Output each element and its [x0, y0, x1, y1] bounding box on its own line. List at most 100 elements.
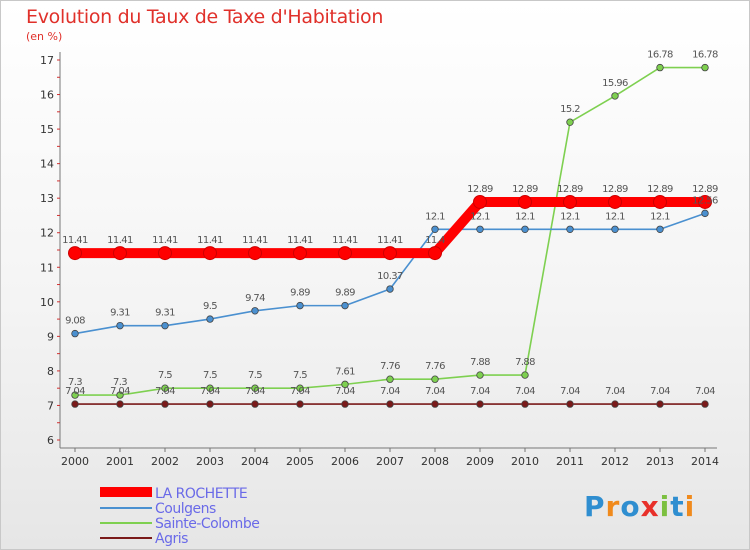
data-label: 12.89 [512, 184, 538, 195]
proxiti-logo: Proxiti [584, 490, 695, 523]
x-tick-label: 2000 [61, 455, 89, 468]
y-tick-label: 6 [47, 434, 54, 447]
data-point [206, 315, 214, 323]
series-line-2 [74, 66, 706, 396]
y-tick-label: 14 [40, 158, 54, 171]
data-label: 7.5 [158, 370, 172, 381]
x-tick-label: 2001 [106, 455, 134, 468]
x-tick-label: 2009 [466, 455, 494, 468]
data-label: 12.89 [647, 184, 673, 195]
logo-letter: P [584, 490, 606, 523]
x-tick-label: 2007 [376, 455, 404, 468]
data-label: 16.78 [647, 50, 673, 61]
data-point [476, 400, 484, 408]
data-point [71, 391, 79, 399]
data-point [338, 246, 352, 261]
data-label: 16.78 [692, 50, 718, 61]
data-point [473, 194, 487, 209]
data-point [566, 118, 574, 126]
data-label: 7.5 [293, 370, 307, 381]
data-point [341, 380, 349, 389]
data-label: 15.2 [560, 104, 580, 115]
data-point [116, 321, 124, 330]
data-label: 7.88 [470, 357, 490, 368]
data-label: 12.1 [470, 211, 490, 222]
data-labels: 11.41 11.41 11.41 11.41 11.41 11.41 11.41 11.41… [62, 50, 718, 397]
data-label: 12.89 [692, 184, 718, 195]
data-point [341, 301, 349, 310]
data-label: 7.88 [515, 357, 535, 368]
legend-label: LA ROCHETTE [155, 486, 247, 502]
data-label: 9.89 [290, 288, 310, 299]
data-label: 7.04 [200, 386, 220, 397]
data-label: 7.61 [335, 366, 355, 377]
data-label: 11.41 [332, 235, 358, 246]
data-point [161, 384, 169, 392]
data-point [386, 285, 394, 293]
data-point [428, 246, 442, 261]
data-point [161, 321, 169, 330]
data-label: 9.74 [245, 293, 265, 304]
x-tick-label: 2004 [241, 455, 269, 468]
data-label: 15.96 [602, 78, 628, 89]
data-point [68, 246, 82, 261]
data-label: 9.5 [203, 301, 217, 312]
data-point [158, 246, 172, 261]
data-point [341, 400, 349, 408]
chart-subtitle: (en %) [26, 30, 63, 43]
data-label: 7.04 [290, 386, 310, 397]
data-point [296, 400, 304, 408]
data-point [563, 194, 577, 209]
data-label: 10.37 [377, 271, 403, 282]
data-label: 12.1 [560, 211, 580, 222]
data-point [386, 400, 394, 408]
data-label: 11.41 [197, 235, 223, 246]
data-label: 11.4 [425, 235, 445, 246]
logo-letter: t [670, 490, 685, 523]
data-label: 7.5 [248, 370, 262, 381]
data-point [653, 194, 667, 209]
data-label: 12.1 [605, 211, 625, 222]
data-point [161, 400, 169, 408]
data-label: 11.41 [242, 235, 268, 246]
data-label: 12.1 [515, 211, 535, 222]
data-label: 12.56 [692, 195, 718, 206]
data-label: 11.41 [62, 235, 88, 246]
data-point [116, 391, 124, 399]
data-point [251, 400, 259, 408]
data-point [566, 400, 574, 408]
data-label: 11.41 [287, 235, 313, 246]
data-point [206, 400, 214, 408]
data-point [71, 400, 79, 408]
data-point [611, 225, 619, 233]
data-label: 7.3 [113, 377, 127, 388]
y-tick-label: 8 [47, 365, 54, 378]
y-tick-label: 7 [47, 399, 54, 412]
data-label: 7.04 [380, 386, 400, 397]
data-label: 7.04 [245, 386, 265, 397]
y-tick-label: 11 [40, 261, 54, 274]
data-label: 12.89 [467, 184, 493, 195]
data-point [383, 246, 397, 261]
data-label: 9.89 [335, 288, 355, 299]
data-point [701, 400, 709, 408]
legend-label: Agris [155, 531, 188, 547]
data-point [431, 225, 439, 233]
y-tick-label: 9 [47, 330, 54, 343]
data-label: 7.76 [425, 361, 445, 372]
data-label: 7.76 [380, 361, 400, 372]
y-tick-label: 13 [40, 192, 54, 205]
x-tick-label: 2013 [646, 455, 674, 468]
data-point [296, 384, 304, 392]
x-tick-label: 2014 [691, 455, 719, 468]
data-point [521, 225, 529, 233]
data-point [206, 384, 214, 392]
data-point [293, 246, 307, 261]
chart-title: Evolution du Taux de Taxe d'Habitation [26, 6, 384, 28]
data-label: 12.89 [602, 184, 628, 195]
data-point [431, 400, 439, 408]
data-point [203, 246, 217, 261]
data-label: 7.04 [65, 386, 85, 397]
